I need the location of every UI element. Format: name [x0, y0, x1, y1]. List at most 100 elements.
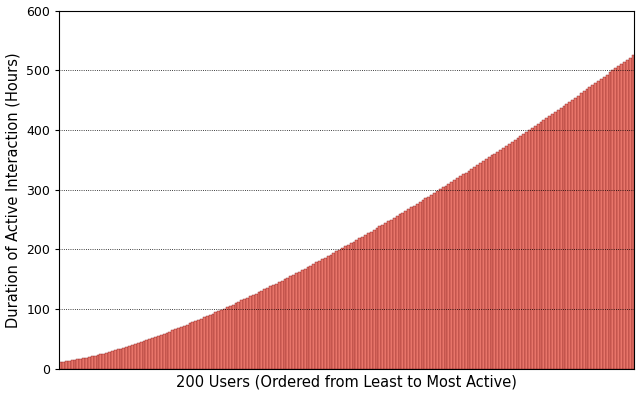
Bar [542, 120, 545, 369]
Bar [134, 344, 137, 369]
Bar [218, 311, 220, 369]
Bar [332, 253, 335, 369]
Bar [226, 307, 229, 369]
Bar [203, 318, 206, 369]
Bar [439, 189, 442, 369]
Bar [620, 64, 623, 369]
Bar [59, 362, 62, 369]
Bar [223, 308, 226, 369]
Bar [436, 191, 439, 369]
Bar [65, 361, 68, 369]
Bar [143, 341, 145, 369]
Bar [347, 245, 349, 369]
Bar [355, 240, 358, 369]
Bar [462, 175, 465, 369]
Bar [99, 354, 102, 369]
Bar [399, 214, 401, 369]
Bar [186, 325, 189, 369]
Bar [275, 284, 278, 369]
Bar [451, 182, 453, 369]
Bar [609, 72, 611, 369]
Bar [554, 112, 557, 369]
Bar [603, 77, 605, 369]
Bar [474, 167, 476, 369]
Bar [358, 238, 361, 369]
Bar [617, 66, 620, 369]
Bar [114, 350, 116, 369]
Bar [376, 228, 378, 369]
Bar [531, 128, 534, 369]
Bar [468, 171, 470, 369]
Bar [93, 356, 97, 369]
Bar [511, 142, 514, 369]
Bar [264, 290, 266, 369]
Bar [488, 157, 491, 369]
Bar [324, 258, 326, 369]
Bar [393, 218, 396, 369]
Bar [232, 305, 235, 369]
Bar [148, 339, 151, 369]
Bar [237, 302, 241, 369]
Bar [111, 351, 114, 369]
Bar [428, 197, 430, 369]
Bar [76, 359, 79, 369]
Bar [568, 102, 571, 369]
Bar [168, 331, 172, 369]
Bar [154, 337, 157, 369]
Bar [330, 254, 332, 369]
Bar [485, 159, 488, 369]
Bar [476, 165, 479, 369]
Bar [269, 286, 272, 369]
Bar [482, 161, 485, 369]
Bar [62, 361, 65, 369]
Bar [246, 298, 249, 369]
Bar [88, 357, 91, 369]
Bar [413, 205, 416, 369]
Bar [91, 356, 93, 369]
Bar [140, 342, 143, 369]
Bar [108, 352, 111, 369]
Bar [341, 248, 344, 369]
Bar [422, 200, 424, 369]
Bar [605, 75, 609, 369]
Bar [534, 126, 537, 369]
Bar [298, 272, 301, 369]
Bar [565, 104, 568, 369]
Bar [514, 140, 516, 369]
Bar [459, 176, 462, 369]
Bar [516, 138, 520, 369]
Bar [442, 188, 445, 369]
Bar [338, 250, 341, 369]
Bar [151, 338, 154, 369]
Bar [85, 358, 88, 369]
Bar [235, 303, 237, 369]
Bar [447, 184, 451, 369]
Bar [502, 148, 505, 369]
Bar [309, 265, 312, 369]
Bar [116, 350, 120, 369]
Bar [349, 243, 353, 369]
Bar [571, 100, 574, 369]
Bar [626, 60, 628, 369]
Bar [258, 292, 260, 369]
Bar [574, 98, 577, 369]
Bar [70, 360, 74, 369]
Bar [559, 108, 563, 369]
Bar [295, 273, 298, 369]
Bar [353, 241, 355, 369]
Bar [404, 211, 407, 369]
Bar [364, 235, 367, 369]
Bar [479, 163, 482, 369]
Bar [430, 195, 433, 369]
Bar [505, 146, 508, 369]
Bar [497, 152, 499, 369]
Bar [525, 132, 528, 369]
Bar [315, 262, 318, 369]
Bar [163, 334, 166, 369]
Bar [390, 220, 393, 369]
Bar [272, 285, 275, 369]
Bar [528, 130, 531, 369]
Bar [280, 280, 284, 369]
Bar [212, 314, 214, 369]
Bar [453, 180, 456, 369]
